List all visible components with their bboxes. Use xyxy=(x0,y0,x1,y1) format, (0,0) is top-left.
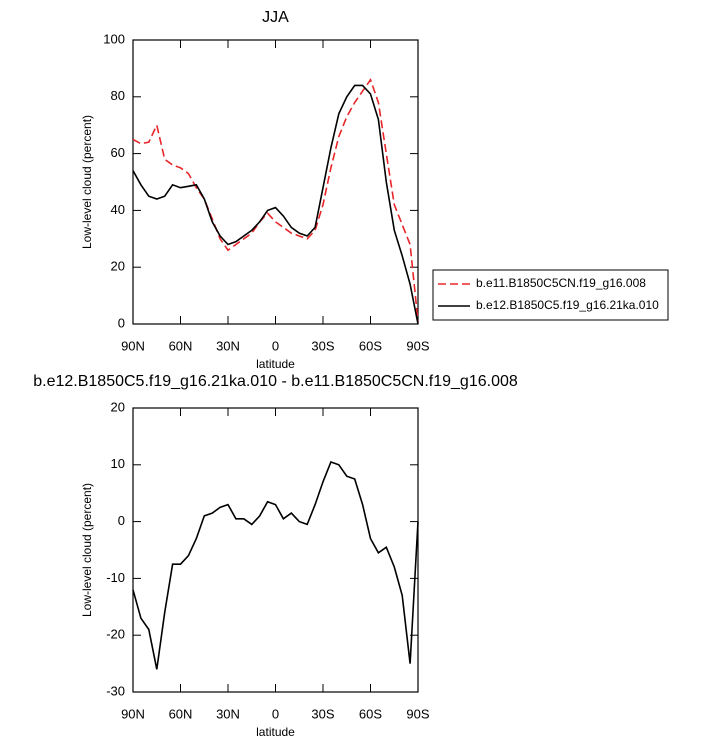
chart-title: b.e12.B1850C5.f19_g16.21ka.010 - b.e11.B… xyxy=(33,373,518,390)
y-tick-label: 80 xyxy=(111,88,125,103)
y-axis-label: Low-level cloud (percent) xyxy=(80,115,94,249)
x-tick-label: 90S xyxy=(406,706,429,721)
x-axis-label: latitude xyxy=(256,725,295,739)
plot-frame xyxy=(132,39,419,325)
y-tick-label: -10 xyxy=(106,570,125,585)
y-tick-label: 20 xyxy=(111,399,125,414)
x-tick-label: 30S xyxy=(311,706,334,721)
y-tick-label: 100 xyxy=(103,31,125,46)
y-axis-label: Low-level cloud (percent) xyxy=(80,483,94,617)
legend-label: b.e12.B1850C5.f19_g16.21ka.010 xyxy=(476,298,659,312)
y-tick-label: -30 xyxy=(106,683,125,698)
legend-box xyxy=(432,269,669,321)
x-tick-label: 90N xyxy=(121,706,145,721)
x-tick-label: 90N xyxy=(121,338,145,353)
x-tick-label: 30N xyxy=(216,338,240,353)
x-tick-label: 0 xyxy=(272,706,279,721)
x-tick-label: 60S xyxy=(359,338,382,353)
x-axis-label: latitude xyxy=(256,357,295,371)
y-tick-label: 40 xyxy=(111,202,125,217)
data-line xyxy=(132,78,419,322)
x-tick-label: 60S xyxy=(359,706,382,721)
x-tick-label: 30S xyxy=(311,338,334,353)
y-tick-label: 0 xyxy=(118,513,125,528)
x-tick-label: 90S xyxy=(406,338,429,353)
y-tick-label: -20 xyxy=(106,627,125,642)
data-line xyxy=(132,460,419,670)
chart-title: JJA xyxy=(262,9,289,26)
x-tick-label: 60N xyxy=(169,706,193,721)
legend-label: b.e11.B1850C5CN.f19_g16.008 xyxy=(476,276,646,290)
y-tick-label: 60 xyxy=(111,145,125,160)
plot-frame xyxy=(132,407,419,693)
x-tick-label: 60N xyxy=(169,338,193,353)
y-tick-label: 20 xyxy=(111,259,125,274)
x-tick-label: 30N xyxy=(216,706,240,721)
y-tick-label: 0 xyxy=(118,315,125,330)
data-line xyxy=(132,84,419,325)
x-tick-label: 0 xyxy=(272,338,279,353)
y-tick-label: 10 xyxy=(111,456,125,471)
